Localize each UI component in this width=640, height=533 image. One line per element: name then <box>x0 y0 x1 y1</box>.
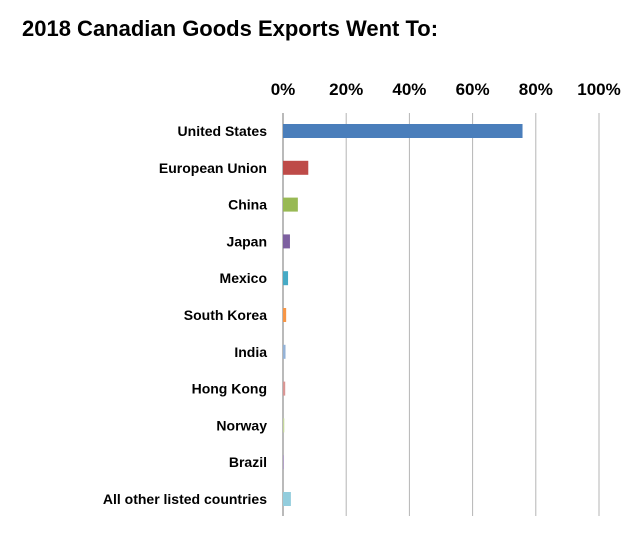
category-label: All other listed countries <box>103 491 267 507</box>
bar-japan <box>283 234 290 249</box>
category-label: Brazil <box>229 454 267 470</box>
bar-european-union <box>283 160 309 175</box>
x-tick-label: 60% <box>456 80 490 99</box>
x-tick-label: 0% <box>271 80 296 99</box>
bar-all-other-listed-countries <box>283 492 291 506</box>
x-tick-label: 20% <box>329 80 363 99</box>
category-labels: United States European Union China Japan Mex… <box>103 123 267 507</box>
category-label: Hong Kong <box>192 381 267 397</box>
x-tick-label: 80% <box>519 80 553 99</box>
bar-norway <box>283 418 285 433</box>
category-label: India <box>234 344 267 360</box>
x-axis-ticks: 0% 20% 40% 60% 80% 100% <box>271 80 621 99</box>
bar-hong-kong <box>283 381 286 396</box>
x-tick-label: 40% <box>392 80 426 99</box>
bar-india <box>283 344 286 359</box>
bar-china <box>283 197 298 212</box>
category-label: China <box>228 197 267 213</box>
bar-south-korea <box>283 308 287 322</box>
chart-title: 2018 Canadian Goods Exports Went To: <box>22 16 439 41</box>
x-tick-label: 100% <box>577 80 620 99</box>
bar-united-states <box>283 124 523 138</box>
category-label: European Union <box>159 160 267 176</box>
category-label: Japan <box>227 233 267 249</box>
bars <box>283 124 523 506</box>
gridlines <box>282 113 600 516</box>
category-label: South Korea <box>184 307 267 323</box>
bar-brazil <box>283 455 284 470</box>
bar-mexico <box>283 271 289 286</box>
category-label: Mexico <box>220 270 267 286</box>
category-label: United States <box>178 123 268 139</box>
category-label: Norway <box>216 417 267 433</box>
